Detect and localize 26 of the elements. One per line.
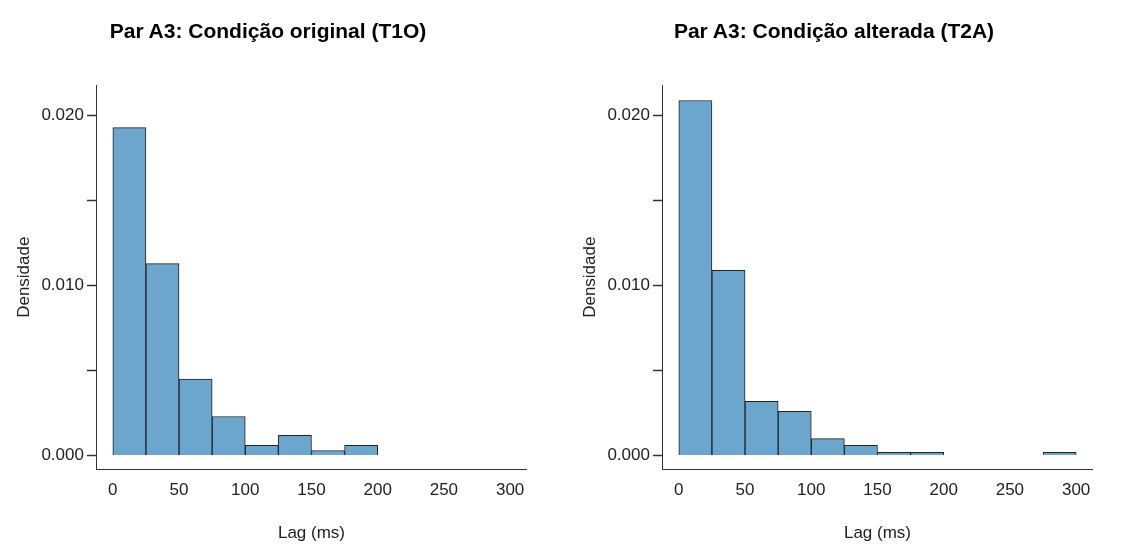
x-tick-label: 100 xyxy=(231,480,260,500)
x-tick-label: 50 xyxy=(735,480,755,500)
x-axis-title: Lag (ms) xyxy=(277,523,346,543)
y-tick-label: 0.010 xyxy=(41,275,84,295)
x-tick-label: 200 xyxy=(363,480,392,500)
chart-title: Par A3: Condição alterada (T2A) xyxy=(673,19,995,43)
x-tick-label: 250 xyxy=(429,480,459,500)
y-axis-title: Densidade xyxy=(13,236,33,318)
y-tick-label: 0.000 xyxy=(41,445,84,465)
chart-title: Par A3: Condição original (T1O) xyxy=(109,19,427,43)
x-tick-label: 0 xyxy=(674,480,684,500)
x-tick-label: 250 xyxy=(995,480,1025,500)
y-tick-label: 0.000 xyxy=(607,445,650,465)
x-tick-label: 100 xyxy=(797,480,826,500)
x-tick-label: 0 xyxy=(108,480,118,500)
x-tick-label: 50 xyxy=(169,480,189,500)
y-tick-label: 0.010 xyxy=(607,275,650,295)
x-axis-title: Lag (ms) xyxy=(843,523,912,543)
y-tick-label: 0.020 xyxy=(41,105,84,125)
x-tick-label: 150 xyxy=(863,480,892,500)
x-tick-label: 200 xyxy=(929,480,958,500)
y-axis-title: Densidade xyxy=(579,236,599,318)
x-tick-label: 150 xyxy=(297,480,326,500)
x-tick-label: 300 xyxy=(1061,480,1091,500)
x-tick-label: 300 xyxy=(495,480,525,500)
y-tick-label: 0.020 xyxy=(607,105,650,125)
